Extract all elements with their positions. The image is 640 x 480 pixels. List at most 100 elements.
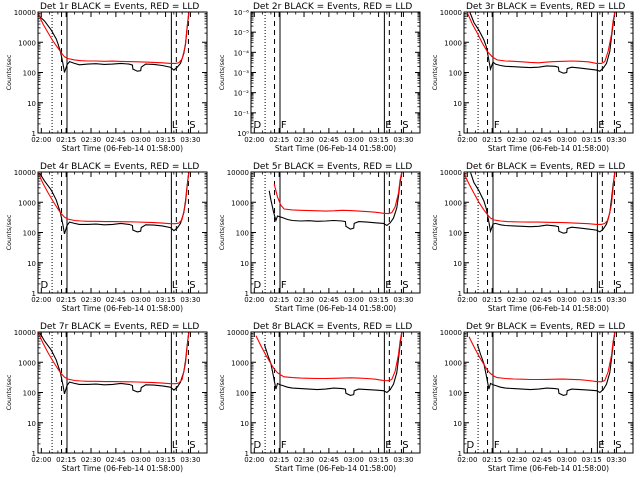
x-tick-label: 03:30 — [180, 296, 200, 304]
lld-series-line — [273, 172, 403, 215]
panel-det-4r: Det 4r BLACK = Events, RED = LLD Counts/s… — [5, 162, 208, 313]
plot-frame — [37, 11, 208, 134]
x-tick-label: 02:30 — [81, 136, 101, 144]
x-tick-label: 02:45 — [532, 456, 552, 464]
x-axis-label: Start Time (06-Feb-14 01:58:00) — [62, 304, 183, 313]
x-axis-label: Start Time (06-Feb-14 01:58:00) — [62, 144, 183, 153]
y-tick-label: 10 — [453, 100, 462, 108]
events-series-line — [470, 172, 616, 234]
x-tick-label: 02:30 — [81, 456, 101, 464]
y-tick-label: 10000 — [440, 329, 462, 337]
y-tick-label: 1 — [458, 130, 462, 138]
y-tick-label: 10⁻³ — [234, 70, 250, 78]
x-tick-label: 03:00 — [131, 296, 151, 304]
marker-label: D — [253, 280, 261, 291]
y-tick-label: 10000 — [14, 169, 36, 177]
events-series-line — [38, 13, 190, 73]
x-tick-label: 02:30 — [507, 456, 527, 464]
x-tick-label: 02:00 — [31, 296, 51, 304]
x-tick-label: 02:45 — [106, 456, 126, 464]
y-tick-label: 10000 — [227, 329, 249, 337]
x-tick-label: 03:30 — [180, 136, 200, 144]
panel-title: Det 4r BLACK = Events, RED = LLD — [40, 162, 199, 172]
y-axis-label: Counts/sec — [431, 374, 439, 410]
x-tick-label: 02:00 — [244, 136, 264, 144]
y-tick-label: 1000 — [444, 39, 462, 47]
panel-title: Det 6r BLACK = Events, RED = LLD — [466, 162, 625, 172]
y-tick-label: 10 — [240, 260, 249, 268]
lld-series-line — [464, 172, 616, 225]
y-tick-label: 100 — [23, 230, 36, 238]
plot-frame — [37, 171, 208, 294]
y-tick-label: 10000 — [440, 169, 462, 177]
plot-frame — [37, 331, 208, 454]
x-tick-label: 02:15 — [269, 136, 289, 144]
x-tick-label: 02:00 — [244, 296, 264, 304]
panel-det-9r: Det 9r BLACK = Events, RED = LLD Counts/s… — [431, 322, 634, 473]
plot-frame — [250, 11, 421, 134]
x-tick-label: 02:30 — [507, 296, 527, 304]
marker-label: L — [172, 280, 178, 291]
marker-label: E — [385, 440, 391, 451]
marker-label: E — [598, 440, 604, 451]
marker-label: F — [281, 280, 287, 291]
x-tick-label: 03:15 — [368, 296, 388, 304]
plot-frame — [463, 331, 634, 454]
y-tick-label: 10⁻⁴ — [234, 49, 250, 57]
lld-series-line — [38, 172, 190, 225]
y-tick-label: 100 — [449, 70, 462, 78]
x-tick-label: 02:30 — [294, 136, 314, 144]
marker-label: D — [253, 120, 261, 131]
x-tick-label: 02:15 — [269, 296, 289, 304]
x-axis-label: Start Time (06-Feb-14 01:58:00) — [488, 144, 609, 153]
y-tick-label: 1000 — [18, 199, 36, 207]
marker-label: S — [615, 280, 621, 291]
y-tick-label: 10⁻⁶ — [234, 9, 250, 17]
x-tick-label: 02:15 — [56, 456, 76, 464]
x-tick-label: 02:00 — [31, 136, 51, 144]
plot-frame — [463, 11, 634, 134]
events-series-line — [476, 332, 616, 396]
y-axis-label: Counts/sec — [431, 54, 439, 90]
x-axis-label: Start Time (06-Feb-14 01:58:00) — [488, 464, 609, 473]
x-tick-label: 03:30 — [393, 456, 413, 464]
marker-label: D — [466, 440, 474, 451]
x-tick-label: 03:15 — [581, 296, 601, 304]
x-tick-label: 03:15 — [155, 296, 175, 304]
y-tick-label: 10⁰ — [237, 130, 249, 138]
y-tick-label: 100 — [236, 230, 249, 238]
marker-label: F — [281, 120, 287, 131]
marker-label: S — [615, 120, 621, 131]
marker-label: S — [189, 280, 195, 291]
x-tick-label: 02:30 — [294, 296, 314, 304]
x-tick-label: 02:45 — [319, 136, 339, 144]
y-axis-label: Counts/sec — [5, 54, 13, 90]
x-tick-label: 02:15 — [482, 456, 502, 464]
y-tick-label: 1 — [245, 290, 249, 298]
x-tick-label: 02:45 — [319, 456, 339, 464]
x-tick-label: 03:00 — [344, 136, 364, 144]
y-tick-label: 10 — [453, 420, 462, 428]
lld-series-line — [38, 332, 190, 385]
x-tick-label: 02:00 — [457, 136, 477, 144]
x-axis-label: Start Time (06-Feb-14 01:58:00) — [275, 144, 396, 153]
panel-title: Det 3r BLACK = Events, RED = LLD — [466, 2, 625, 12]
lld-series-line — [466, 12, 616, 64]
x-tick-label: 02:45 — [319, 296, 339, 304]
x-tick-label: 03:00 — [344, 296, 364, 304]
panel-det-8r: Det 8r BLACK = Events, RED = LLD Counts/s… — [218, 322, 421, 473]
marker-label: F — [494, 440, 500, 451]
y-tick-label: 10000 — [440, 9, 462, 17]
x-tick-label: 03:30 — [180, 456, 200, 464]
marker-label: L — [172, 120, 178, 131]
panel-det-7r: Det 7r BLACK = Events, RED = LLD Counts/s… — [5, 322, 208, 473]
x-tick-label: 02:45 — [532, 296, 552, 304]
y-tick-label: 10 — [453, 260, 462, 268]
y-tick-label: 1000 — [231, 359, 249, 367]
marker-label: S — [189, 120, 195, 131]
y-axis-label: Counts/sec — [5, 374, 13, 410]
y-axis-label: Counts/sec — [5, 214, 13, 250]
y-tick-label: 1000 — [231, 199, 249, 207]
x-tick-label: 02:45 — [106, 136, 126, 144]
